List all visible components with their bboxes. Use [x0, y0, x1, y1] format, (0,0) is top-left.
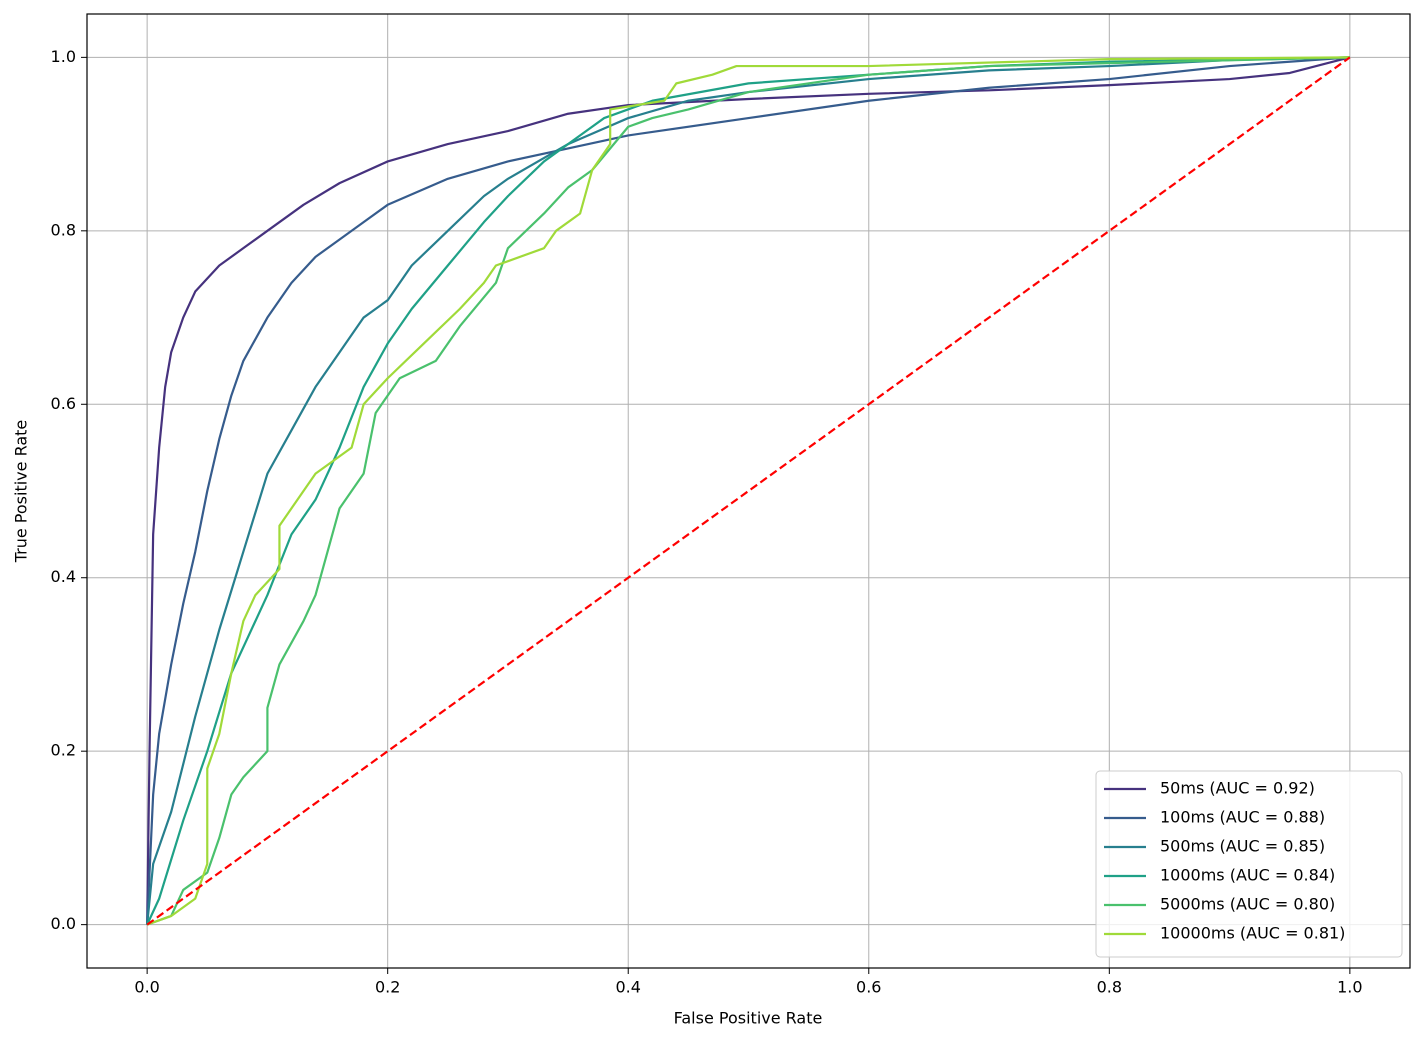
y-tick-label: 1.0	[51, 47, 76, 66]
x-tick-label: 0.4	[616, 978, 641, 997]
roc-line	[146, 56, 1350, 925]
y-tick-label: 0.8	[51, 220, 76, 239]
y-axis-label: True Positive Rate	[12, 420, 31, 564]
legend-box	[1095, 770, 1403, 958]
x-tick-label: 0.8	[1097, 978, 1122, 997]
x-tick-label: 1.0	[1337, 978, 1362, 997]
roc-line	[146, 56, 1350, 926]
roc-line	[146, 56, 1350, 925]
roc-line	[146, 56, 1350, 926]
x-tick-label: 0.6	[856, 978, 881, 997]
y-tick-label: 0.0	[51, 914, 76, 933]
reference-line	[146, 56, 1351, 926]
legend-label: 1000ms (AUC = 0.84)	[1160, 866, 1335, 885]
x-tick-label: 0.0	[134, 978, 159, 997]
legend-label: 100ms (AUC = 0.88)	[1160, 808, 1325, 827]
legend-label: 500ms (AUC = 0.85)	[1160, 837, 1325, 856]
roc-line	[146, 56, 1350, 926]
plot-frame	[86, 13, 1411, 969]
y-tick-label: 0.6	[51, 394, 76, 413]
legend-label: 50ms (AUC = 0.92)	[1160, 779, 1315, 798]
legend-label: 5000ms (AUC = 0.80)	[1160, 895, 1335, 914]
x-axis-label: False Positive Rate	[674, 1009, 823, 1028]
legend-label: 10000ms (AUC = 0.81)	[1160, 924, 1345, 943]
y-tick-label: 0.2	[51, 741, 76, 760]
y-tick-label: 0.4	[51, 567, 76, 586]
x-tick-label: 0.2	[375, 978, 400, 997]
roc-line	[146, 56, 1351, 925]
